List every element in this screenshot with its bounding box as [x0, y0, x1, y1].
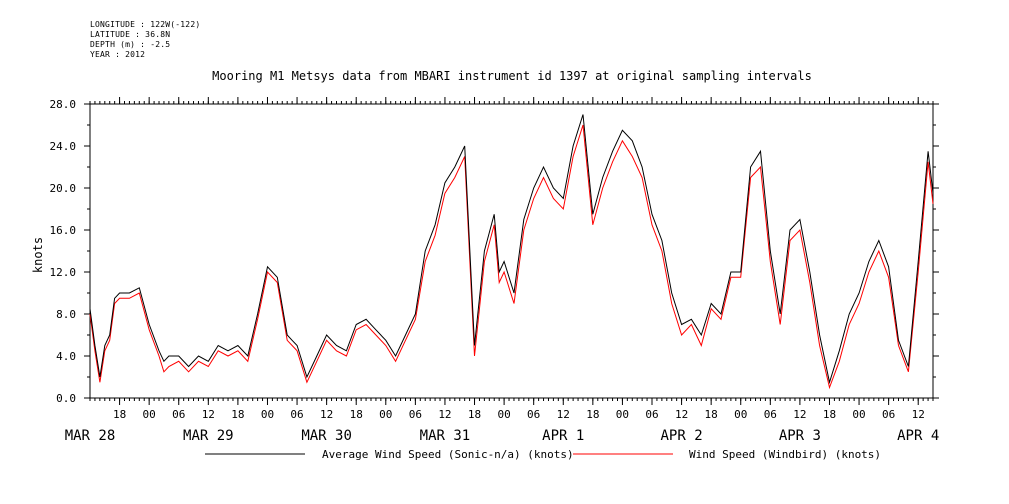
y-tick-label: 16.0	[50, 224, 77, 237]
series-layer	[89, 114, 934, 390]
series-line-average-wind-speed	[89, 114, 934, 385]
x-hour-label: 00	[261, 408, 274, 421]
x-hour-label: 06	[527, 408, 540, 421]
x-date-label: MAR 29	[183, 428, 234, 444]
year-text: YEAR : 2012	[90, 50, 146, 59]
x-hour-label: 18	[113, 408, 126, 421]
y-axis-label: knots	[31, 237, 45, 273]
x-hour-label: 18	[586, 408, 599, 421]
x-hour-label: 12	[557, 408, 570, 421]
legend: Average Wind Speed (Sonic-n/a) (knots) W…	[205, 448, 881, 461]
x-hour-label: 06	[290, 408, 303, 421]
axes: 0.0 4.0 8.0 12.0 16.0 20.0 24.0 28.0 18 00 06 12 18 0…	[50, 97, 939, 444]
x-hour-label: 06	[645, 408, 658, 421]
mooring-metadata: LONGITUDE : 122W(-122) LATITUDE : 36.8N …	[90, 20, 200, 60]
depth-text: DEPTH (m) : -2.5	[90, 40, 171, 49]
x-hour-label: 12	[320, 408, 333, 421]
x-hour-label: 00	[852, 408, 865, 421]
x-hour-label: 18	[350, 408, 363, 421]
x-hour-label: 12	[202, 408, 215, 421]
latitude-text: LATITUDE : 36.8N	[90, 30, 171, 39]
x-hour-label: 00	[734, 408, 747, 421]
x-hour-label: 12	[793, 408, 806, 421]
legend-label-average: Average Wind Speed (Sonic-n/a) (knots)	[322, 448, 574, 461]
x-hour-label: 18	[705, 408, 718, 421]
longitude-text: LONGITUDE : 122W(-122)	[90, 20, 201, 29]
x-hour-label: 00	[143, 408, 156, 421]
x-hour-label: 18	[231, 408, 244, 421]
chart-title: Mooring M1 Metsys data from MBARI instru…	[212, 69, 812, 83]
x-hour-label: 12	[912, 408, 925, 421]
x-date-label: APR 4	[897, 428, 939, 444]
legend-label-windbird: Wind Speed (Windbird) (knots)	[689, 448, 881, 461]
x-hour-label: 06	[172, 408, 185, 421]
y-tick-label: 20.0	[50, 182, 77, 195]
x-date-label: APR 2	[661, 428, 703, 444]
series-line-windbird	[89, 124, 934, 390]
x-hour-label: 06	[409, 408, 422, 421]
y-tick-label: 12.0	[50, 266, 77, 279]
x-date-label: MAR 28	[65, 428, 116, 444]
x-hour-label: 06	[764, 408, 777, 421]
x-hour-label: 00	[497, 408, 510, 421]
y-tick-label: 24.0	[50, 140, 77, 153]
x-hour-label: 00	[379, 408, 392, 421]
x-hour-label: 18	[823, 408, 836, 421]
x-hour-label: 06	[882, 408, 895, 421]
y-tick-label: 28.0	[50, 98, 77, 111]
y-tick-label: 8.0	[56, 308, 76, 321]
x-hour-label: 00	[616, 408, 629, 421]
x-hour-label: 12	[438, 408, 451, 421]
x-date-label: APR 3	[779, 428, 821, 444]
y-tick-label: 0.0	[56, 392, 76, 405]
x-hour-label: 18	[468, 408, 481, 421]
x-hour-label: 12	[675, 408, 688, 421]
x-date-label: APR 1	[542, 428, 584, 444]
y-tick-label: 4.0	[56, 350, 76, 363]
x-date-label: MAR 31	[420, 428, 471, 444]
x-date-label: MAR 30	[301, 428, 352, 444]
